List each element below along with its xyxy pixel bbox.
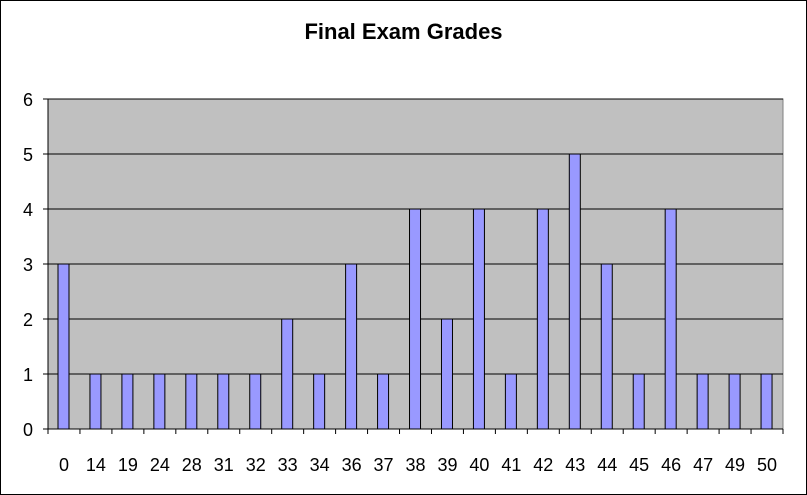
x-axis: 0 14 19 24 28 31 32 33 34 36 37 38 39 40 41 42 43 44 45 46 4…	[47, 428, 784, 475]
x-tick-label: 14	[86, 455, 106, 475]
bar	[409, 208, 422, 430]
bar	[185, 373, 198, 430]
x-tick-label: 34	[310, 455, 330, 475]
x-tick-label: 0	[59, 455, 69, 475]
bar	[632, 373, 645, 430]
bar	[153, 373, 166, 430]
bar	[57, 263, 70, 430]
x-tick-label: 47	[693, 455, 713, 475]
bar	[760, 373, 773, 430]
bar	[345, 263, 358, 430]
x-tick-label: 42	[533, 455, 553, 475]
y-tick-label: 4	[23, 200, 33, 220]
x-tick-label: 44	[597, 455, 617, 475]
x-tick-label: 38	[405, 455, 425, 475]
x-tick-label: 50	[757, 455, 777, 475]
bar	[728, 373, 741, 430]
x-tick-label: 46	[661, 455, 681, 475]
y-tick-label: 5	[23, 145, 33, 165]
bar	[568, 153, 581, 430]
x-tick-label: 32	[246, 455, 266, 475]
bar	[600, 263, 613, 430]
x-tick-label: 37	[374, 455, 394, 475]
bar	[89, 373, 102, 430]
x-tick-label: 28	[182, 455, 202, 475]
y-tick-label: 1	[23, 365, 33, 385]
bar	[377, 373, 390, 430]
bar	[664, 208, 677, 430]
x-tick-label: 49	[725, 455, 745, 475]
x-tick-label: 45	[629, 455, 649, 475]
bar	[313, 373, 326, 430]
bar	[249, 373, 262, 430]
x-tick-label: 36	[342, 455, 362, 475]
x-tick-label: 43	[565, 455, 585, 475]
bar	[472, 208, 485, 430]
x-tick-label: 41	[501, 455, 521, 475]
bar	[536, 208, 549, 430]
x-tick-label: 24	[150, 455, 170, 475]
y-tick-label: 0	[23, 420, 33, 440]
chart-title: Final Exam Grades	[304, 19, 503, 44]
y-tick-label: 2	[23, 310, 33, 330]
x-tick-label: 40	[469, 455, 489, 475]
bar	[281, 318, 294, 430]
x-tick-label: 19	[118, 455, 138, 475]
bar	[504, 373, 517, 430]
y-axis: 0 1 2 3 4 5 6	[23, 90, 49, 440]
y-tick-label: 6	[23, 90, 33, 110]
bar	[121, 373, 134, 430]
bar	[440, 318, 453, 430]
y-tick-label: 3	[23, 255, 33, 275]
bars	[57, 153, 773, 430]
x-tick-label: 33	[278, 455, 298, 475]
bar	[217, 373, 230, 430]
x-tick-label: 39	[437, 455, 457, 475]
x-tick-label: 31	[214, 455, 234, 475]
bar	[696, 373, 709, 430]
